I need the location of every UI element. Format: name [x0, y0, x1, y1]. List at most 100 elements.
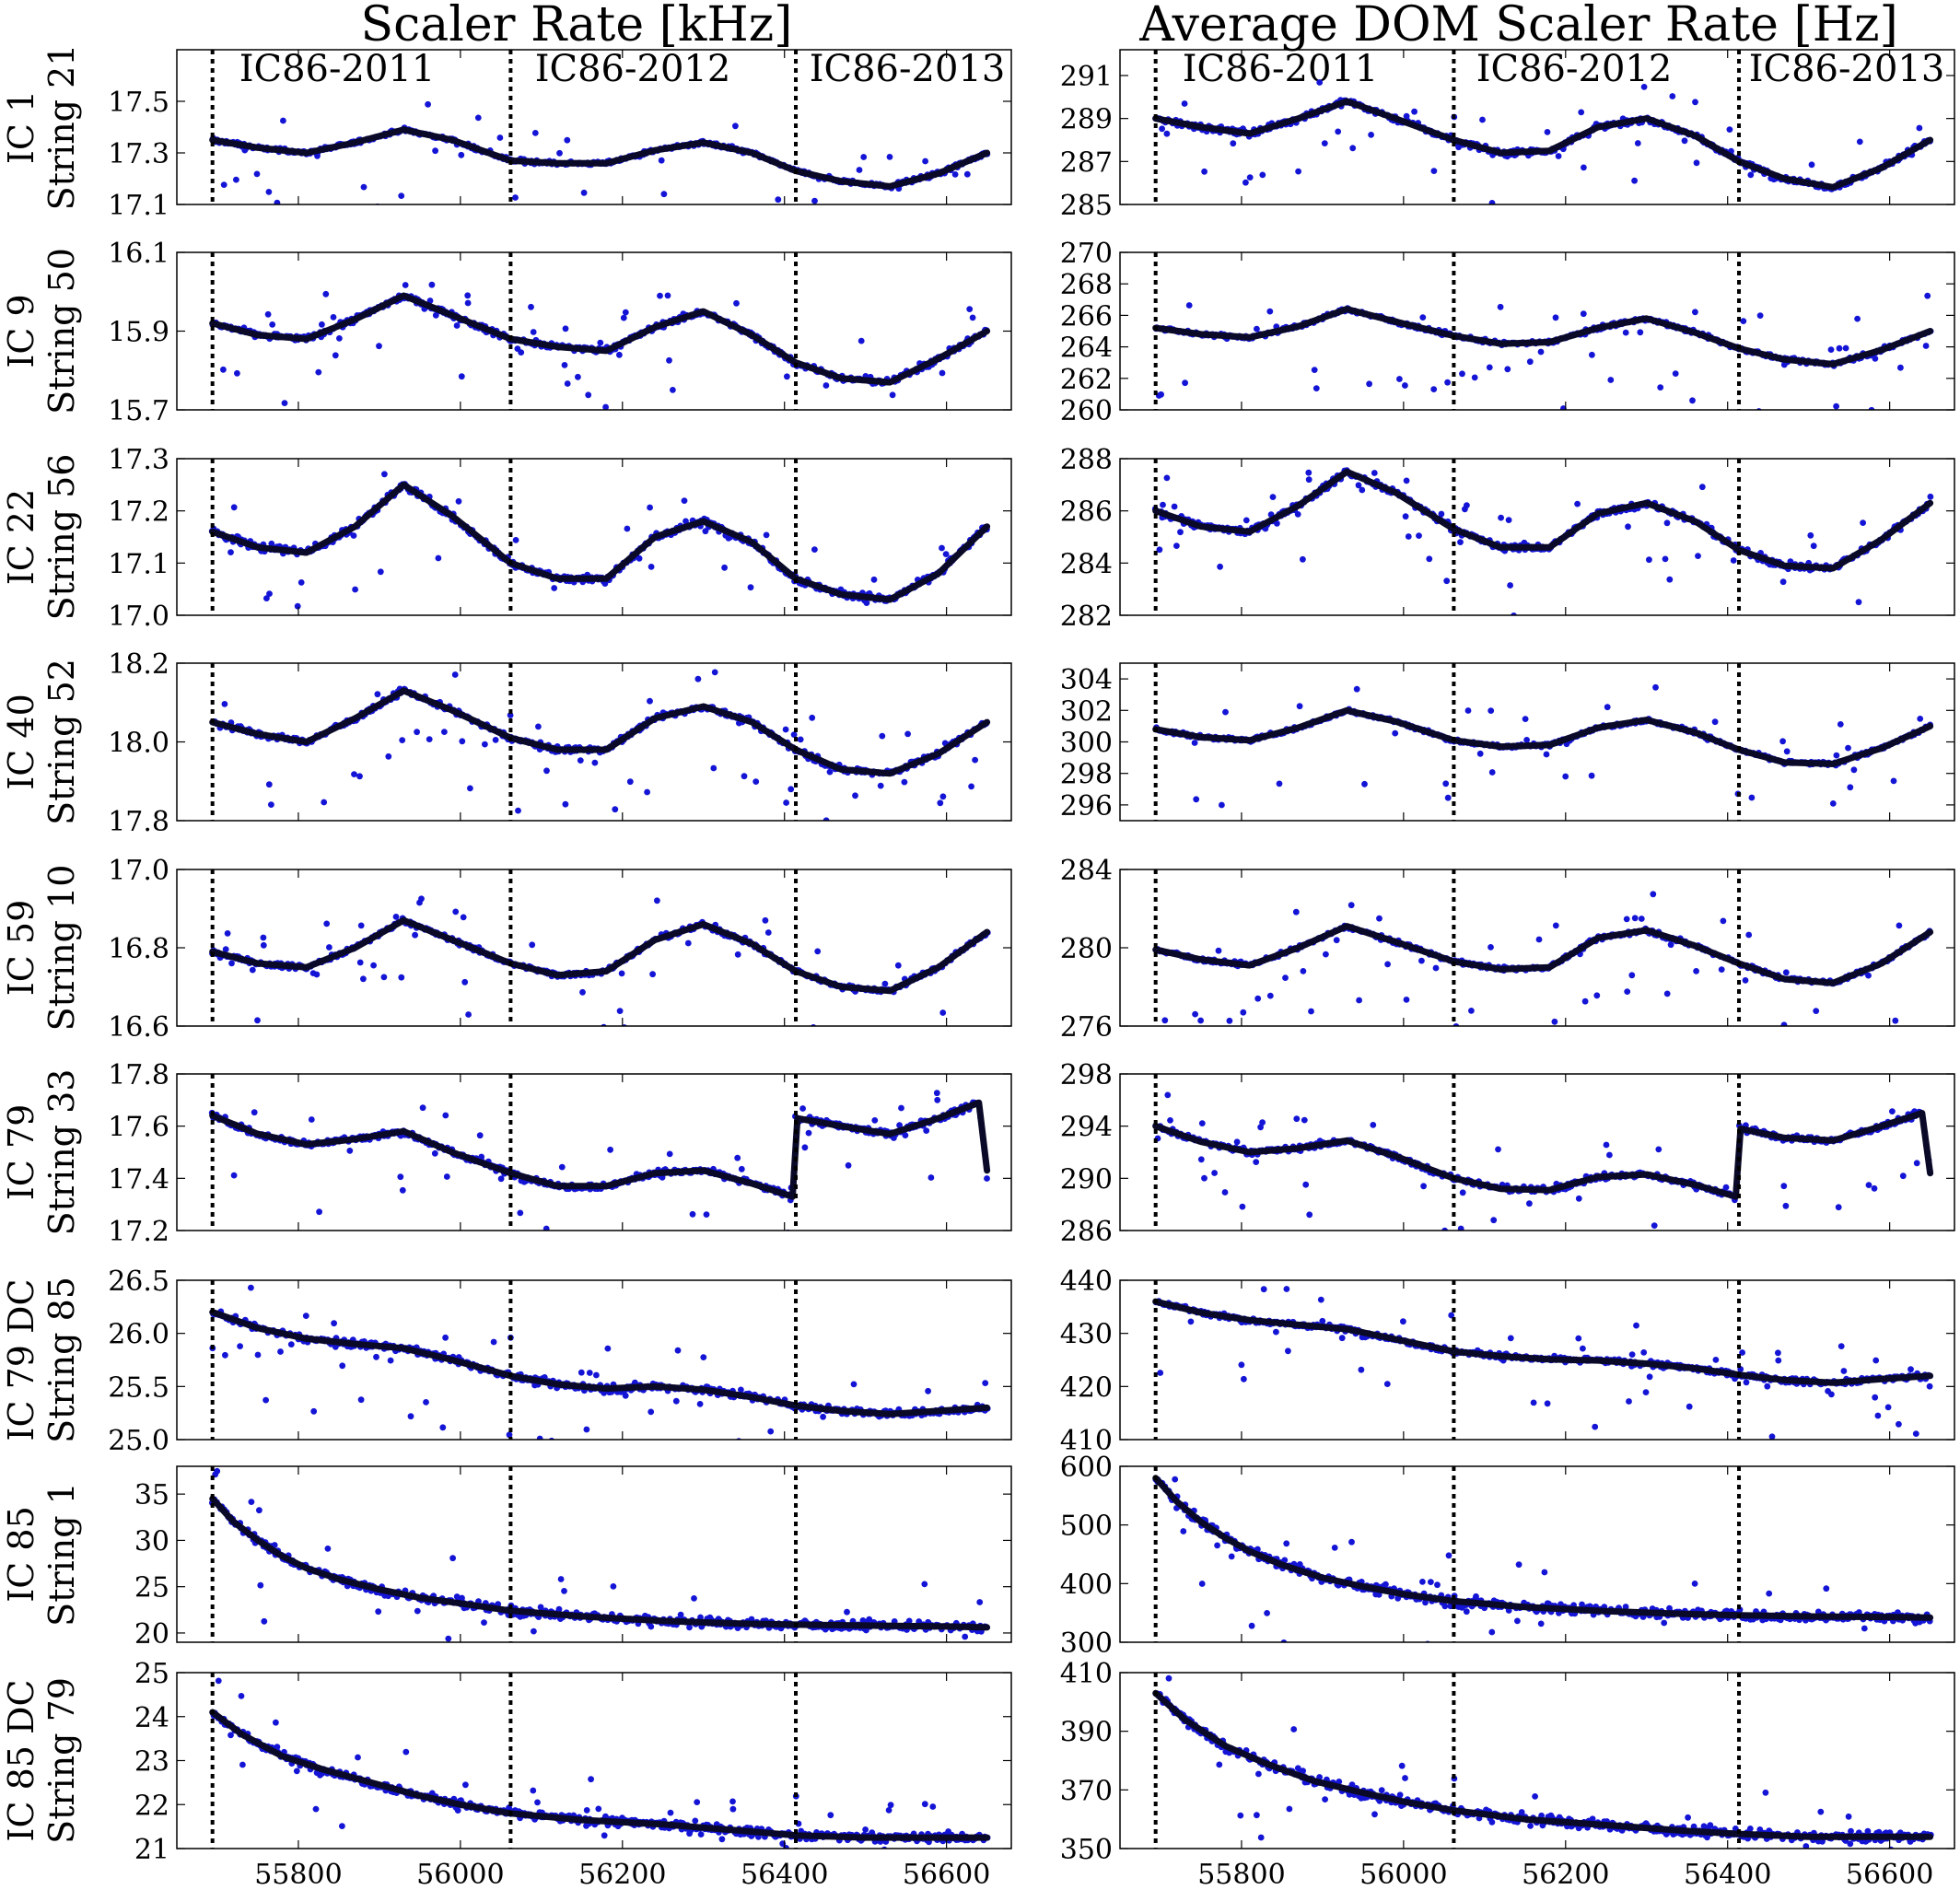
data-point [1897, 364, 1904, 371]
plot-area [1152, 292, 1934, 419]
y-tick-label: 289 [1060, 104, 1113, 136]
data-point [1698, 484, 1706, 491]
season-label-2011-left: IC86-2011 [239, 48, 436, 90]
data-point [732, 122, 739, 130]
data-point [356, 773, 363, 780]
row-label-string: String 21 [41, 44, 82, 211]
data-point [274, 199, 281, 204]
data-point [1486, 364, 1493, 371]
data-point [783, 799, 789, 806]
data-point [858, 337, 865, 344]
data-point [1711, 718, 1719, 726]
row-label-detector: IC 1 [1, 90, 41, 164]
data-point [1392, 729, 1399, 737]
data-point [658, 157, 665, 164]
y-tick-label: 17.1 [108, 190, 169, 222]
data-point [856, 167, 863, 173]
data-point [811, 197, 818, 204]
data-point [1366, 380, 1372, 388]
data-point [1544, 129, 1551, 135]
data-point [298, 579, 305, 586]
data-point [512, 537, 519, 543]
data-point [1672, 370, 1679, 377]
data-point [1498, 514, 1504, 521]
y-tick-label: 288 [1060, 444, 1113, 476]
data-point [374, 691, 381, 698]
data-point [1173, 542, 1180, 549]
data-point [515, 807, 521, 814]
data-point [939, 544, 945, 552]
data-point [1163, 474, 1171, 482]
data-point [1646, 556, 1652, 564]
data-point [860, 154, 868, 160]
data-point [1588, 772, 1595, 779]
data-point [968, 783, 974, 790]
data-point [939, 793, 947, 800]
data-point [561, 362, 568, 368]
data-point [972, 756, 978, 764]
data-point [1808, 161, 1815, 169]
data-point [1254, 325, 1260, 332]
data-point [1796, 824, 1802, 831]
data-point [1171, 503, 1178, 510]
data-point [1230, 140, 1237, 147]
data-point [266, 590, 273, 597]
data-point [1560, 405, 1567, 410]
data-point [951, 171, 959, 178]
data-point [564, 380, 571, 387]
data-point [1158, 391, 1164, 398]
data-point [1296, 703, 1303, 710]
data-point [351, 771, 357, 777]
data-point [620, 314, 627, 321]
data-point [877, 782, 884, 789]
data-point [969, 314, 976, 321]
data-point [825, 439, 832, 446]
data-point [551, 585, 558, 591]
data-point [811, 546, 818, 553]
data-point [1637, 329, 1644, 336]
panel-r2-c0: 17.017.117.217.3IC 22 String 56 [1, 444, 1012, 640]
data-point [233, 176, 239, 183]
data-point [1312, 385, 1320, 391]
axes-frame [176, 251, 1012, 411]
data-point [1396, 376, 1403, 382]
data-point [1855, 599, 1862, 606]
data-point [464, 292, 472, 299]
data-point [1507, 582, 1513, 589]
data-point [1747, 171, 1755, 179]
data-point [1403, 112, 1410, 120]
data-point [1371, 470, 1378, 476]
data-point [1787, 413, 1793, 419]
data-point [264, 310, 272, 318]
data-point [879, 732, 886, 740]
data-point [1522, 716, 1529, 722]
plot-area [209, 100, 991, 227]
data-point [562, 325, 569, 332]
data-point [604, 634, 611, 640]
data-point [432, 311, 439, 319]
data-point [1562, 773, 1569, 780]
data-point [1160, 501, 1166, 508]
data-point [381, 471, 388, 478]
y-tick-label: 260 [1060, 395, 1113, 427]
data-point [458, 151, 465, 158]
data-point [601, 580, 609, 587]
data-point [1924, 292, 1931, 299]
data-point [230, 504, 238, 511]
data-point [591, 759, 599, 766]
season-label-2011-right: IC86-2011 [1183, 48, 1379, 90]
data-point [1740, 318, 1747, 324]
data-point [616, 351, 623, 358]
data-point [592, 220, 599, 227]
data-point [220, 366, 227, 373]
data-point [441, 729, 448, 735]
row-label-detector: IC 22 [1, 489, 41, 586]
data-point [1444, 379, 1451, 386]
data-point [377, 568, 384, 576]
data-point [788, 786, 795, 793]
data-point [1827, 346, 1835, 353]
data-point [1640, 84, 1648, 90]
data-point [281, 400, 288, 406]
